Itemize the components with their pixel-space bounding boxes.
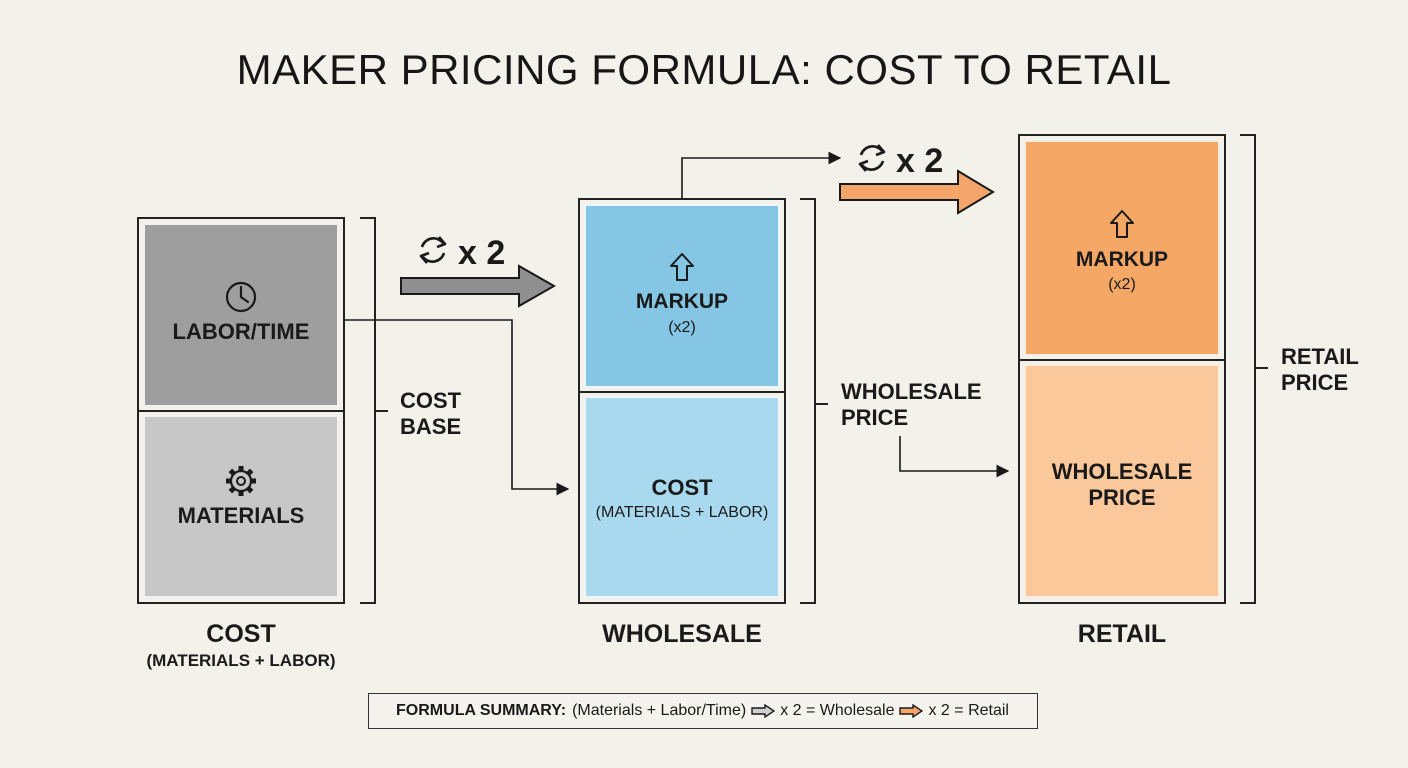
retail-wholesale-label-1: WHOLESALE (1052, 459, 1193, 484)
wholesale-markup-block (584, 204, 780, 388)
cost-column: LABOR/TIME MATERIALS COST BASE COST (MAT… (137, 217, 462, 670)
orange-arrow (839, 169, 995, 215)
summary-part-2: x 2 = Wholesale (780, 702, 895, 719)
wholesale-to-retail-connector (899, 436, 1010, 478)
cost-base-label-1: COST (400, 388, 462, 413)
retail-wholesale-block (1024, 364, 1220, 598)
cycle-icon (858, 144, 886, 172)
labor-block (143, 223, 339, 407)
summary-part-3: x 2 = Retail (928, 702, 1009, 719)
multiplier-1-label: x 2 (458, 234, 505, 272)
up-arrow-icon (670, 253, 694, 281)
retail-markup-block (1024, 140, 1220, 356)
retail-markup-label: MARKUP (1076, 248, 1168, 271)
summary-gray-arrow-icon (751, 704, 776, 718)
clock-icon (225, 281, 257, 313)
cost-subcaption: (MATERIALS + LABOR) (146, 651, 335, 670)
retail-markup-sub: (x2) (1108, 276, 1136, 293)
wholesale-markup-sub: (x2) (668, 319, 696, 336)
cost-base-bracket (360, 217, 388, 604)
summary-part-1: (Materials + Labor/Time) (572, 702, 747, 719)
wholesale-price-label-2: PRICE (841, 405, 908, 430)
retail-price-label-1: RETAIL (1281, 344, 1359, 369)
retail-price-bracket (1240, 134, 1268, 604)
cycle-icon (419, 236, 447, 264)
retail-price-label-2: PRICE (1281, 370, 1348, 395)
cost-to-wholesale-connector (344, 319, 570, 496)
wholesale-cost-label: COST (651, 475, 713, 500)
wholesale-price-label-1: WHOLESALE (841, 379, 982, 404)
retail-column: MARKUP (x2) WHOLESALE PRICE RETAIL PRICE… (1018, 134, 1359, 648)
multiplier-1: x 2 (400, 234, 557, 308)
materials-block (143, 415, 339, 598)
wholesale-price-bracket (800, 198, 828, 604)
summary-lead: FORMULA SUMMARY: (396, 702, 567, 719)
cost-base-label-2: BASE (400, 414, 461, 439)
multiplier-2-label: x 2 (896, 142, 943, 180)
retail-wholesale-label-2: PRICE (1088, 485, 1155, 510)
wholesale-to-multiplier-connector (681, 151, 842, 199)
up-arrow-icon (1110, 210, 1134, 238)
materials-label: MATERIALS (178, 503, 305, 528)
cost-caption: COST (206, 620, 275, 648)
formula-summary: FORMULA SUMMARY: (Materials + Labor/Time… (368, 693, 1038, 729)
retail-caption: RETAIL (1078, 620, 1166, 648)
wholesale-cost-sub: (MATERIALS + LABOR) (596, 504, 769, 521)
summary-orange-arrow-icon (899, 704, 924, 718)
diagram-title: MAKER PRICING FORMULA: COST TO RETAIL (236, 46, 1172, 93)
gray-arrow (400, 264, 557, 308)
wholesale-markup-label: MARKUP (636, 290, 728, 313)
wholesale-caption: WHOLESALE (602, 620, 762, 648)
gear-icon (226, 466, 256, 496)
multiplier-2: x 2 (839, 142, 995, 215)
wholesale-column: MARKUP (x2) COST (MATERIALS + LABOR) WHO… (578, 198, 982, 648)
labor-label: LABOR/TIME (173, 319, 310, 344)
wholesale-cost-block (584, 396, 780, 598)
